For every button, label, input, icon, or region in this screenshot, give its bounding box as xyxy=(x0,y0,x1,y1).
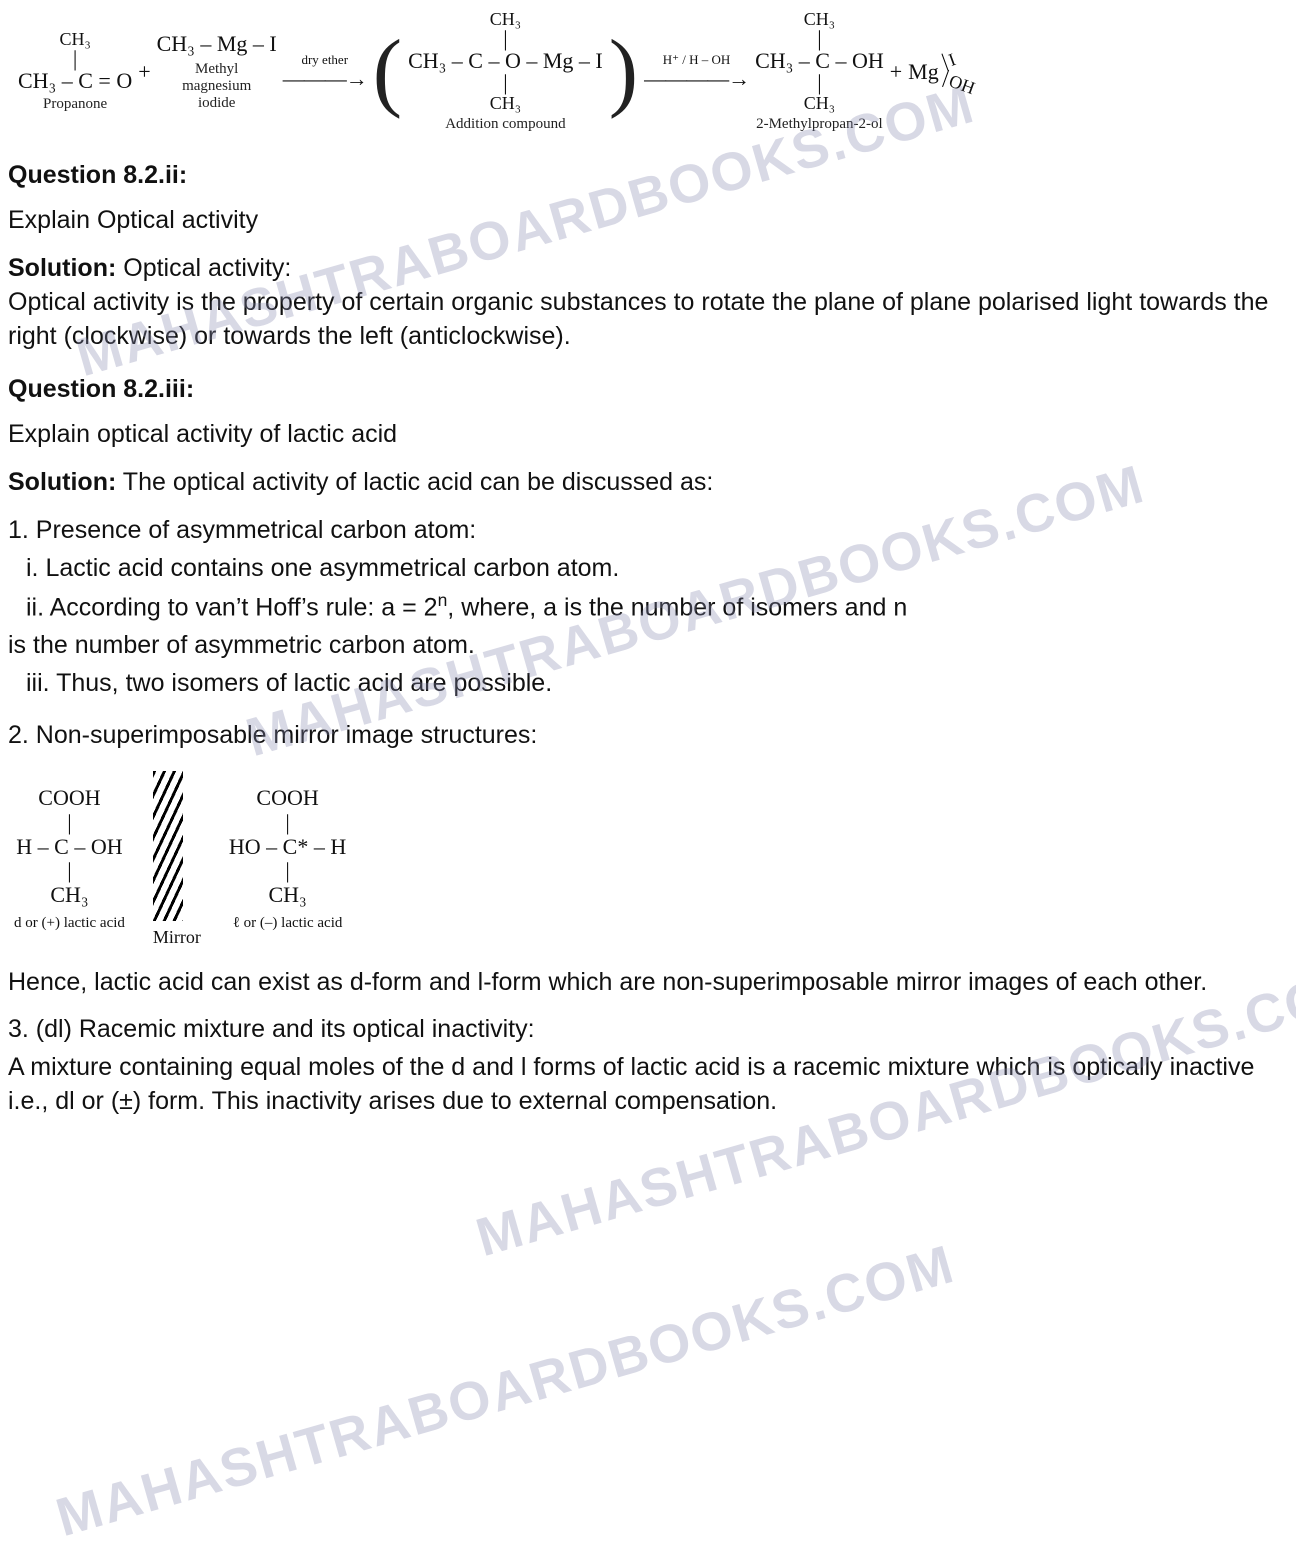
question-heading: Question 8.2.ii: xyxy=(8,161,1288,190)
point-3-body: A mixture containing equal moles of the … xyxy=(8,1051,1288,1119)
mol-bond: | xyxy=(67,859,71,883)
intermediate: CH₃ | CH₃ – C – O – Mg – I | CH₃ Additio… xyxy=(408,10,603,133)
pt1-ii-b: , where, a is the number of isomers and … xyxy=(447,594,907,622)
solution-lead: Solution: The optical activity of lactic… xyxy=(8,466,1288,500)
mol-label: Propanone xyxy=(43,96,107,113)
mol-label: 2-Methylpropan-2-ol xyxy=(756,116,883,133)
l-lactic-acid: COOH | HO – C* – H | CH₃ ℓ or (–) lactic… xyxy=(229,786,346,931)
question-heading: Question 8.2.iii: xyxy=(8,375,1288,404)
mirror-hatch-icon xyxy=(153,771,183,921)
after-figure-text: Hence, lactic acid can exist as d-form a… xyxy=(8,966,1288,1000)
arrow-icon: ―――→ xyxy=(283,66,367,92)
solution-label: Solution: xyxy=(8,254,116,282)
mol-fragment: I xyxy=(941,50,957,71)
mol-fragment: Mg xyxy=(908,59,939,85)
mol-bond: | xyxy=(503,28,507,50)
plus-sign: + xyxy=(138,59,150,85)
mol-line: HO – C* – H xyxy=(229,835,346,859)
mol-label: Methyl magnesium iodide xyxy=(182,61,251,113)
mol-fragment: CH₃ xyxy=(804,94,835,112)
question-text: Explain Optical activity xyxy=(8,204,1288,238)
mol-line: COOH xyxy=(38,786,100,810)
mol-bond: | xyxy=(285,811,289,835)
d-lactic-acid: COOH | H – C – OH | CH₃ d or (+) lactic … xyxy=(14,786,125,931)
product-mg-salt: Mg I OH xyxy=(908,54,974,90)
mol-bond: | xyxy=(817,28,821,50)
solution-para: Solution: Optical activity: Optical acti… xyxy=(8,252,1288,353)
solution-title: Optical activity: xyxy=(116,254,291,282)
solution-label: Solution: xyxy=(8,468,116,496)
reactant-propanone: CH₃ | CH₃ – C = O Propanone xyxy=(18,30,132,113)
reaction-scheme: CH₃ | CH₃ – C = O Propanone + CH₃ – Mg –… xyxy=(8,10,1288,133)
point-1-ii-cont: is the number of asymmetric carbon atom. xyxy=(8,629,1288,663)
mol-bond: | xyxy=(503,72,507,94)
mol-bond: | xyxy=(285,859,289,883)
mol-fragment: CH₃ – C – O – Mg – I xyxy=(408,50,603,72)
watermark-text: MAHASHTRABOARDBOOKS.COM xyxy=(49,1233,961,1549)
superscript-n: n xyxy=(438,590,448,610)
point-1-iii: iii. Thus, two isomers of lactic acid ar… xyxy=(8,667,1288,701)
mol-fragment: OH xyxy=(942,69,977,97)
mol-line: CH₃ xyxy=(50,883,88,907)
question-text: Explain optical activity of lactic acid xyxy=(8,418,1288,452)
solution-body: Optical activity is the property of cert… xyxy=(8,288,1268,350)
mol-fragment: CH₃ xyxy=(490,94,521,112)
mol-line: COOH xyxy=(256,786,318,810)
reaction-arrow: H⁺ / H – OH ――――→ xyxy=(644,52,749,92)
mirror-label: Mirror xyxy=(153,927,201,948)
mol-line: CH₃ xyxy=(268,883,306,907)
mirror-image-figure: COOH | H – C – OH | CH₃ d or (+) lactic … xyxy=(14,771,1288,948)
mirror-divider: Mirror xyxy=(153,771,201,948)
mol-line: H – C – OH xyxy=(16,835,122,859)
reactant-grignard: CH₃ – Mg – I Methyl magnesium iodide xyxy=(157,31,277,113)
mol-bond: | xyxy=(817,72,821,94)
product-alcohol: CH₃ | CH₃ – C – OH | CH₃ 2-Methylpropan-… xyxy=(755,10,884,133)
plus-sign: + xyxy=(890,59,902,85)
mol-bond: | xyxy=(67,811,71,835)
mol-caption: ℓ or (–) lactic acid xyxy=(233,915,343,932)
point-2-head: 2. Non-superimposable mirror image struc… xyxy=(8,719,1288,753)
pt1-ii-a: ii. According to van’t Hoff’s rule: a = … xyxy=(26,594,438,622)
point-1-i: i. Lactic acid contains one asymmetrical… xyxy=(8,552,1288,586)
mol-caption: d or (+) lactic acid xyxy=(14,915,125,932)
mol-bond: | xyxy=(73,48,77,70)
point-1-ii: ii. According to van’t Hoff’s rule: a = … xyxy=(8,589,1288,625)
mol-fragment: CH₃ – C – OH xyxy=(755,50,884,72)
mol-fragment: CH₃ – Mg – I xyxy=(157,31,277,57)
bracket-close-icon: ) xyxy=(609,40,638,104)
mol-label: Addition compound xyxy=(445,116,565,133)
solution-lead-text: The optical activity of lactic acid can … xyxy=(116,468,713,496)
point-1-head: 1. Presence of asymmetrical carbon atom: xyxy=(8,514,1288,548)
reaction-arrow: dry ether ―――→ xyxy=(283,52,367,92)
mol-fragment: CH₃ – C = O xyxy=(18,70,132,92)
point-3-head: 3. (dl) Racemic mixture and its optical … xyxy=(8,1013,1288,1047)
arrow-icon: ――――→ xyxy=(644,66,749,92)
bracket-open-icon: ( xyxy=(373,40,402,104)
